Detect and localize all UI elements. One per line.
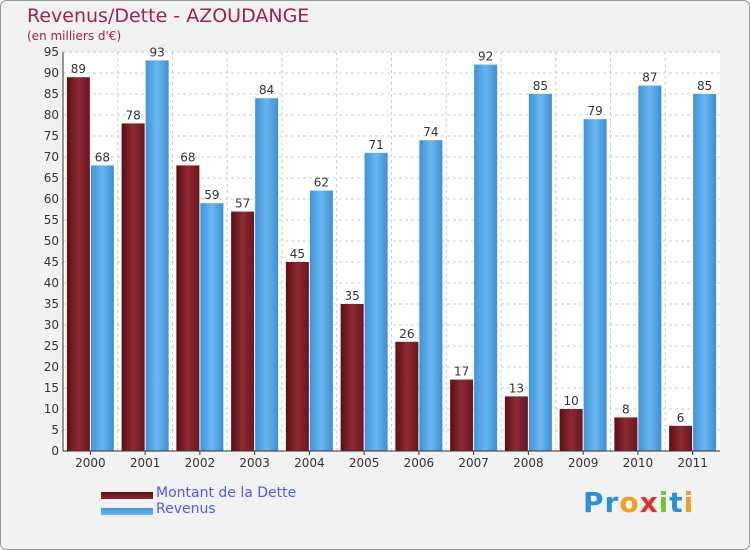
bar-debt xyxy=(285,262,309,451)
x-tick-label: 2010 xyxy=(623,456,654,470)
logo-letter: P xyxy=(583,486,605,519)
y-tick-label: 80 xyxy=(44,108,59,122)
x-tick-label: 2001 xyxy=(130,456,161,470)
y-tick-label: 55 xyxy=(44,213,59,227)
chart-subtitle: (en milliers d'€) xyxy=(27,29,122,43)
bar-revenue xyxy=(419,140,443,451)
y-tick-label: 50 xyxy=(44,234,59,248)
bar-revenue xyxy=(200,203,224,451)
x-tick-label: 2003 xyxy=(239,456,270,470)
data-label-revenue: 68 xyxy=(95,150,110,164)
y-tick-label: 40 xyxy=(44,276,59,290)
y-tick-label: 65 xyxy=(44,171,59,185)
bar-revenue xyxy=(528,94,552,451)
y-tick-label: 95 xyxy=(44,45,59,59)
bar-debt xyxy=(614,417,638,451)
bar-debt xyxy=(395,341,419,451)
x-tick-label: 2009 xyxy=(568,456,599,470)
x-tick-label: 2006 xyxy=(404,456,435,470)
x-tick-label: 2007 xyxy=(458,456,489,470)
data-label-revenue: 84 xyxy=(259,83,274,97)
data-label-revenue: 85 xyxy=(533,79,548,93)
data-label-revenue: 93 xyxy=(149,45,164,59)
bar-debt xyxy=(121,123,145,452)
x-tick-label: 2002 xyxy=(185,456,216,470)
bar-debt xyxy=(450,379,474,451)
proxiti-logo: Proxiti xyxy=(583,486,694,519)
data-label-revenue: 87 xyxy=(642,71,657,85)
chart-title: Revenus/Dette - AZOUDANGE xyxy=(27,5,310,27)
data-label-debt: 68 xyxy=(180,150,195,164)
y-tick-label: 20 xyxy=(44,360,59,374)
legend-label-revenue: Revenus xyxy=(156,501,216,517)
data-label-debt: 78 xyxy=(125,108,140,122)
data-label-debt: 57 xyxy=(235,197,250,211)
bar-revenue xyxy=(255,98,279,451)
logo-letter: x xyxy=(639,486,659,519)
y-tick-label: 75 xyxy=(44,129,59,143)
bar-debt xyxy=(669,425,693,451)
data-label-revenue: 79 xyxy=(587,104,602,118)
y-tick-label: 25 xyxy=(44,339,59,353)
legend-label-debt: Montant de la Dette xyxy=(156,485,297,501)
data-label-revenue: 92 xyxy=(478,50,493,64)
y-tick-label: 45 xyxy=(44,255,59,269)
bar-revenue xyxy=(693,94,717,451)
data-label-debt: 6 xyxy=(677,411,685,425)
data-label-debt: 10 xyxy=(563,394,578,408)
bar-debt xyxy=(559,409,583,451)
y-tick-label: 15 xyxy=(44,381,59,395)
data-label-debt: 8 xyxy=(622,402,630,416)
data-label-debt: 45 xyxy=(290,247,305,261)
bar-revenue xyxy=(474,64,498,451)
logo-letter: i xyxy=(658,486,670,519)
y-tick-label: 5 xyxy=(51,423,59,437)
data-label-debt: 26 xyxy=(399,327,414,341)
y-tick-label: 10 xyxy=(44,402,59,416)
logo-letter: t xyxy=(669,486,684,519)
logo-letter: i xyxy=(683,486,695,519)
logo-letter: r xyxy=(604,486,620,519)
bar-revenue xyxy=(583,119,607,451)
data-label-revenue: 71 xyxy=(368,138,383,152)
legend-swatch-revenue xyxy=(101,508,153,515)
y-tick-label: 35 xyxy=(44,297,59,311)
legend-swatch-debt xyxy=(101,492,153,499)
bar-debt xyxy=(176,165,200,451)
bar-revenue xyxy=(309,190,333,451)
bar-revenue xyxy=(145,60,169,452)
x-tick-label: 2011 xyxy=(677,456,708,470)
x-tick-label: 2005 xyxy=(349,456,380,470)
y-tick-label: 30 xyxy=(44,318,59,332)
bar-debt xyxy=(231,211,255,451)
x-tick-label: 2000 xyxy=(75,456,106,470)
y-tick-label: 90 xyxy=(44,66,59,80)
y-tick-label: 0 xyxy=(51,444,59,458)
x-tick-label: 2004 xyxy=(294,456,325,470)
data-label-revenue: 62 xyxy=(314,176,329,190)
x-tick-label: 2008 xyxy=(513,456,544,470)
data-label-revenue: 85 xyxy=(697,79,712,93)
data-label-debt: 17 xyxy=(454,365,469,379)
bar-revenue xyxy=(364,152,388,452)
data-label-debt: 13 xyxy=(509,381,524,395)
bar-debt xyxy=(66,77,90,451)
bar-revenue xyxy=(90,165,114,451)
data-label-revenue: 74 xyxy=(423,125,438,139)
data-label-revenue: 59 xyxy=(204,188,219,202)
bar-debt xyxy=(340,304,364,451)
y-tick-label: 70 xyxy=(44,150,59,164)
bar-revenue xyxy=(638,85,662,451)
data-label-debt: 89 xyxy=(71,62,86,76)
bar-debt xyxy=(504,396,528,451)
y-tick-label: 85 xyxy=(44,87,59,101)
logo-letter: o xyxy=(619,486,640,519)
data-label-debt: 35 xyxy=(344,289,359,303)
y-tick-label: 60 xyxy=(44,192,59,206)
